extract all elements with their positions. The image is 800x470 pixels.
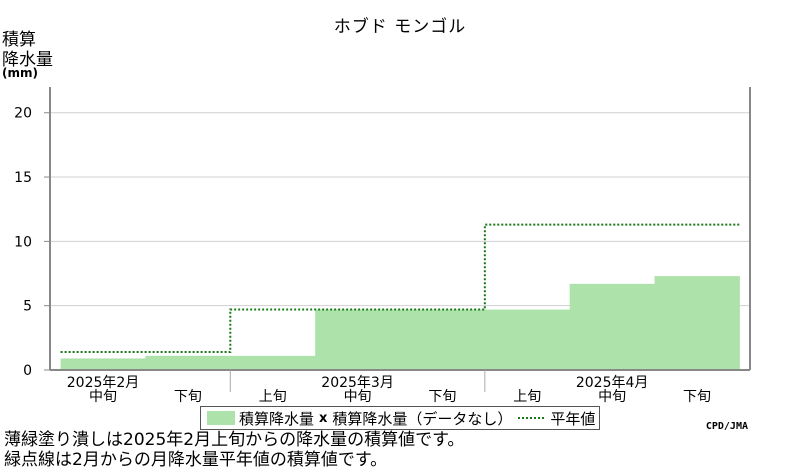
y-tick-label: 15 — [14, 170, 32, 186]
bar-accum-precip — [569, 283, 656, 370]
legend-nodata-mark: x — [319, 410, 328, 426]
x-dekad-label: 上旬 — [513, 389, 541, 405]
legend-swatch-filled — [207, 411, 235, 425]
note-line-1: 薄緑塗り潰しは2025年2月上旬からの降水量の積算値です。 — [4, 430, 465, 450]
normal-step-line — [60, 223, 740, 353]
y-axis-label: 積算 降水量 — [2, 30, 53, 70]
bar-accum-precip — [230, 355, 316, 370]
credit: CPD/JMA — [705, 421, 748, 432]
bar-accum-precip — [654, 276, 740, 370]
y-axis-unit: (mm) — [2, 66, 38, 80]
y-tick-label: 0 — [23, 363, 32, 379]
x-dekad-label: 中旬 — [344, 389, 372, 405]
bar-accum-precip — [484, 309, 571, 370]
bar-accum-precip — [60, 358, 146, 370]
chart-title: ホブド モンゴル — [333, 17, 467, 37]
x-dekad-label: 下旬 — [174, 389, 202, 405]
bar-accum-precip — [315, 309, 401, 370]
y-axis-label-line-1: 積算 — [2, 30, 36, 50]
x-dekad-label: 下旬 — [683, 389, 711, 405]
x-month-label: 2025年2月 — [67, 375, 140, 391]
legend-label-normal: 平年値 — [550, 409, 596, 428]
legend: 積算降水量 x 積算降水量（データなし） 平年値 — [200, 406, 600, 430]
y-tick-label: 10 — [14, 234, 32, 250]
y-axis-label-line-2: 降水量 — [2, 50, 53, 70]
x-month-label: 2025年3月 — [321, 375, 394, 391]
notes: 薄緑塗り潰しは2025年2月上旬からの降水量の積算値です。 緑点線は2月からの月… — [4, 430, 464, 470]
legend-label-nodata: 積算降水量（データなし） — [332, 409, 513, 428]
x-dekad-label: 中旬 — [89, 389, 117, 405]
x-month-label: 2025年4月 — [576, 375, 649, 391]
y-tick-label: 5 — [23, 299, 32, 315]
legend-label-filled: 積算降水量 — [239, 409, 315, 428]
note-line-2: 緑点線は2月からの月降水量平年値の積算値です。 — [4, 450, 388, 470]
x-dekad-label: 中旬 — [598, 389, 626, 405]
legend-swatch-normal — [518, 417, 545, 419]
x-dekad-label: 上旬 — [259, 389, 287, 405]
y-tick-label: 20 — [14, 106, 32, 122]
bar-accum-precip — [145, 355, 231, 370]
bar-accum-precip — [400, 309, 486, 370]
x-dekad-label: 下旬 — [428, 389, 456, 405]
